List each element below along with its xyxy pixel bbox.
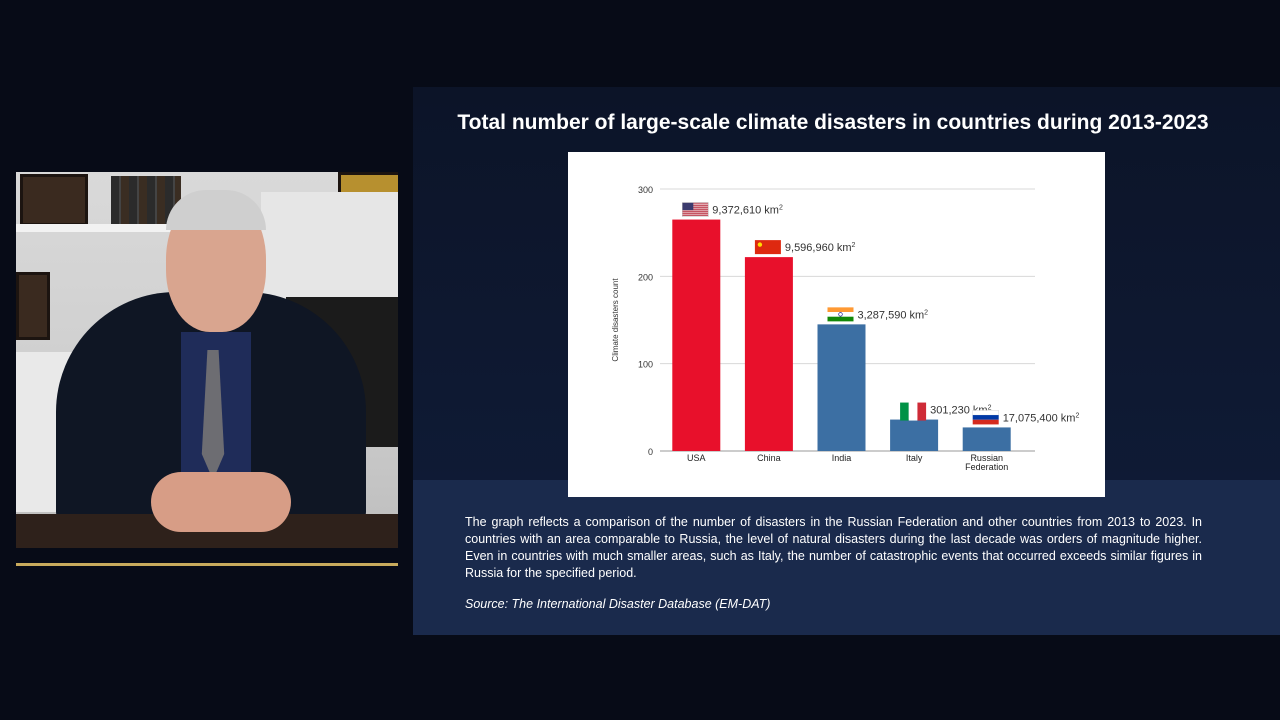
russia-flag-band <box>972 419 999 425</box>
y-tick-label: 100 <box>638 360 653 370</box>
us-flag-stripe <box>682 204 709 206</box>
y-axis-label: Climate disasters count <box>611 278 620 362</box>
us-flag-stripe <box>682 208 709 210</box>
x-tick-label: Russian <box>970 453 1003 463</box>
area-annotation: 9,372,610 km2 <box>712 205 783 217</box>
video-underline <box>16 563 398 566</box>
presenter-hair <box>166 190 266 230</box>
shelf <box>16 224 186 232</box>
india-flag-band <box>827 316 854 322</box>
us-flag-stripe <box>682 206 709 208</box>
y-tick-label: 300 <box>638 185 653 195</box>
us-flag-stripe <box>682 210 709 212</box>
us-flag-stripe <box>682 203 709 205</box>
italy-flag-band <box>908 402 918 421</box>
russia-flag-band <box>972 415 999 420</box>
india-flag-icon <box>827 307 854 313</box>
bar-italy <box>890 419 939 451</box>
x-tick-label: China <box>757 453 781 463</box>
us-flag-icon <box>682 202 709 217</box>
bar-china <box>744 257 793 451</box>
italy-flag-icon <box>900 402 909 421</box>
us-flag-stripe <box>682 202 709 204</box>
presenter-video <box>16 172 398 548</box>
x-tick-label: Federation <box>965 462 1008 472</box>
bar-india <box>817 324 866 451</box>
chart-card: 0 100 200 300 Climate disasters count USA 9,37… <box>568 152 1105 497</box>
slide-title: Total number of large-scale climate disa… <box>457 111 1209 134</box>
bar-chart: 0 100 200 300 Climate disasters count USA 9,37… <box>611 185 1080 472</box>
russia-flag-icon <box>972 410 999 416</box>
wall-picture <box>20 174 88 226</box>
slide-panel: Total number of large-scale climate disa… <box>413 87 1280 635</box>
bar-usa <box>672 219 721 451</box>
area-annotation: 9,596,960 km2 <box>785 242 856 254</box>
china-flag-star <box>757 242 763 247</box>
presenter-hands <box>151 472 291 532</box>
us-flag-stripe <box>682 212 709 214</box>
presenter-tie <box>201 350 225 480</box>
y-tick-label: 0 <box>648 447 653 457</box>
italy-flag-band <box>917 402 927 421</box>
slide-lower-band <box>413 480 1280 635</box>
wall-picture <box>16 272 50 340</box>
india-flag-band <box>827 312 854 317</box>
slide-source: Source: The International Disaster Datab… <box>465 597 771 611</box>
x-tick-label: USA <box>687 453 706 463</box>
area-annotation: 3,287,590 km2 <box>858 309 929 321</box>
x-tick-label: Italy <box>906 453 923 463</box>
bar-russian-federation <box>962 427 1011 451</box>
india-flag-wheel <box>838 312 843 317</box>
area-annotation: 17,075,400 km2 <box>1003 412 1080 424</box>
slide-description: The graph reflects a comparison of the n… <box>465 515 1202 580</box>
y-tick-label: 200 <box>638 272 653 282</box>
x-tick-label: India <box>832 453 852 463</box>
us-flag-stripe <box>682 214 709 216</box>
us-flag-canton <box>682 202 694 211</box>
china-flag-icon <box>754 240 781 255</box>
